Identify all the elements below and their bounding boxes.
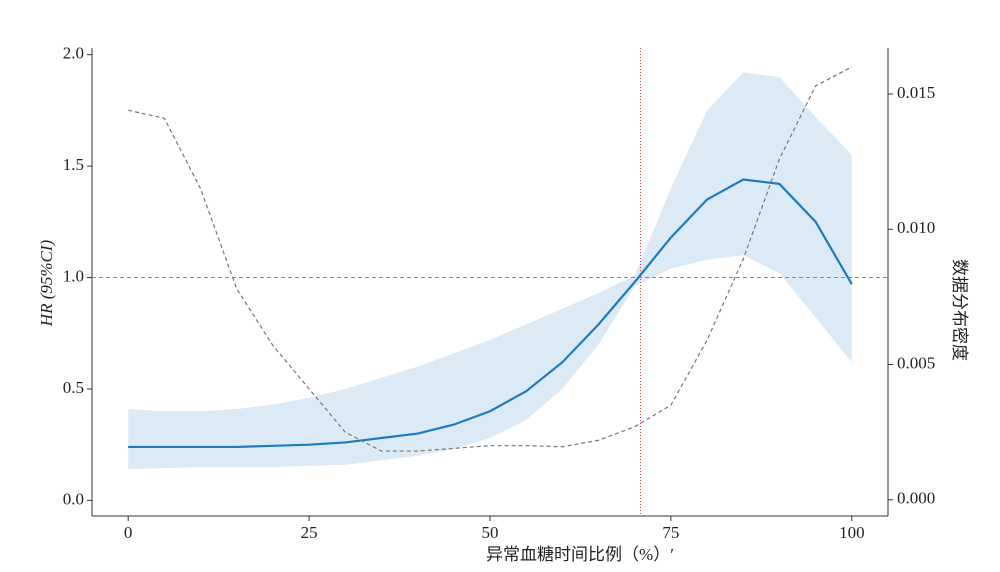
y2-tick-label: 0.005 [897,353,935,372]
y-tick-label: 0.0 [63,489,84,508]
y-tick-label: 1.0 [63,266,84,285]
y-axis-label: HR (95%CI) [37,239,56,327]
x-tick-label: 50 [482,523,499,542]
y-tick-label: 2.0 [63,44,84,63]
y-tick-label: 0.5 [63,378,84,397]
y-tick-label: 1.5 [63,155,84,174]
x-tick-label: 25 [301,523,318,542]
hr-line [128,178,853,449]
y2-tick-label: 0.010 [897,218,935,237]
y2-tick-label: 0.000 [897,489,935,508]
x-axis-label: 异常血糖时间比例（%）′ [486,545,674,564]
x-tick-label: 75 [662,523,679,542]
y2-axis-label: 数据分布密度 [950,259,969,361]
x-tick-label: 100 [839,523,865,542]
y2-tick-label: 0.015 [897,83,935,102]
x-tick-label: 0 [124,523,133,542]
density-line [128,66,853,452]
ci-band [128,72,852,470]
